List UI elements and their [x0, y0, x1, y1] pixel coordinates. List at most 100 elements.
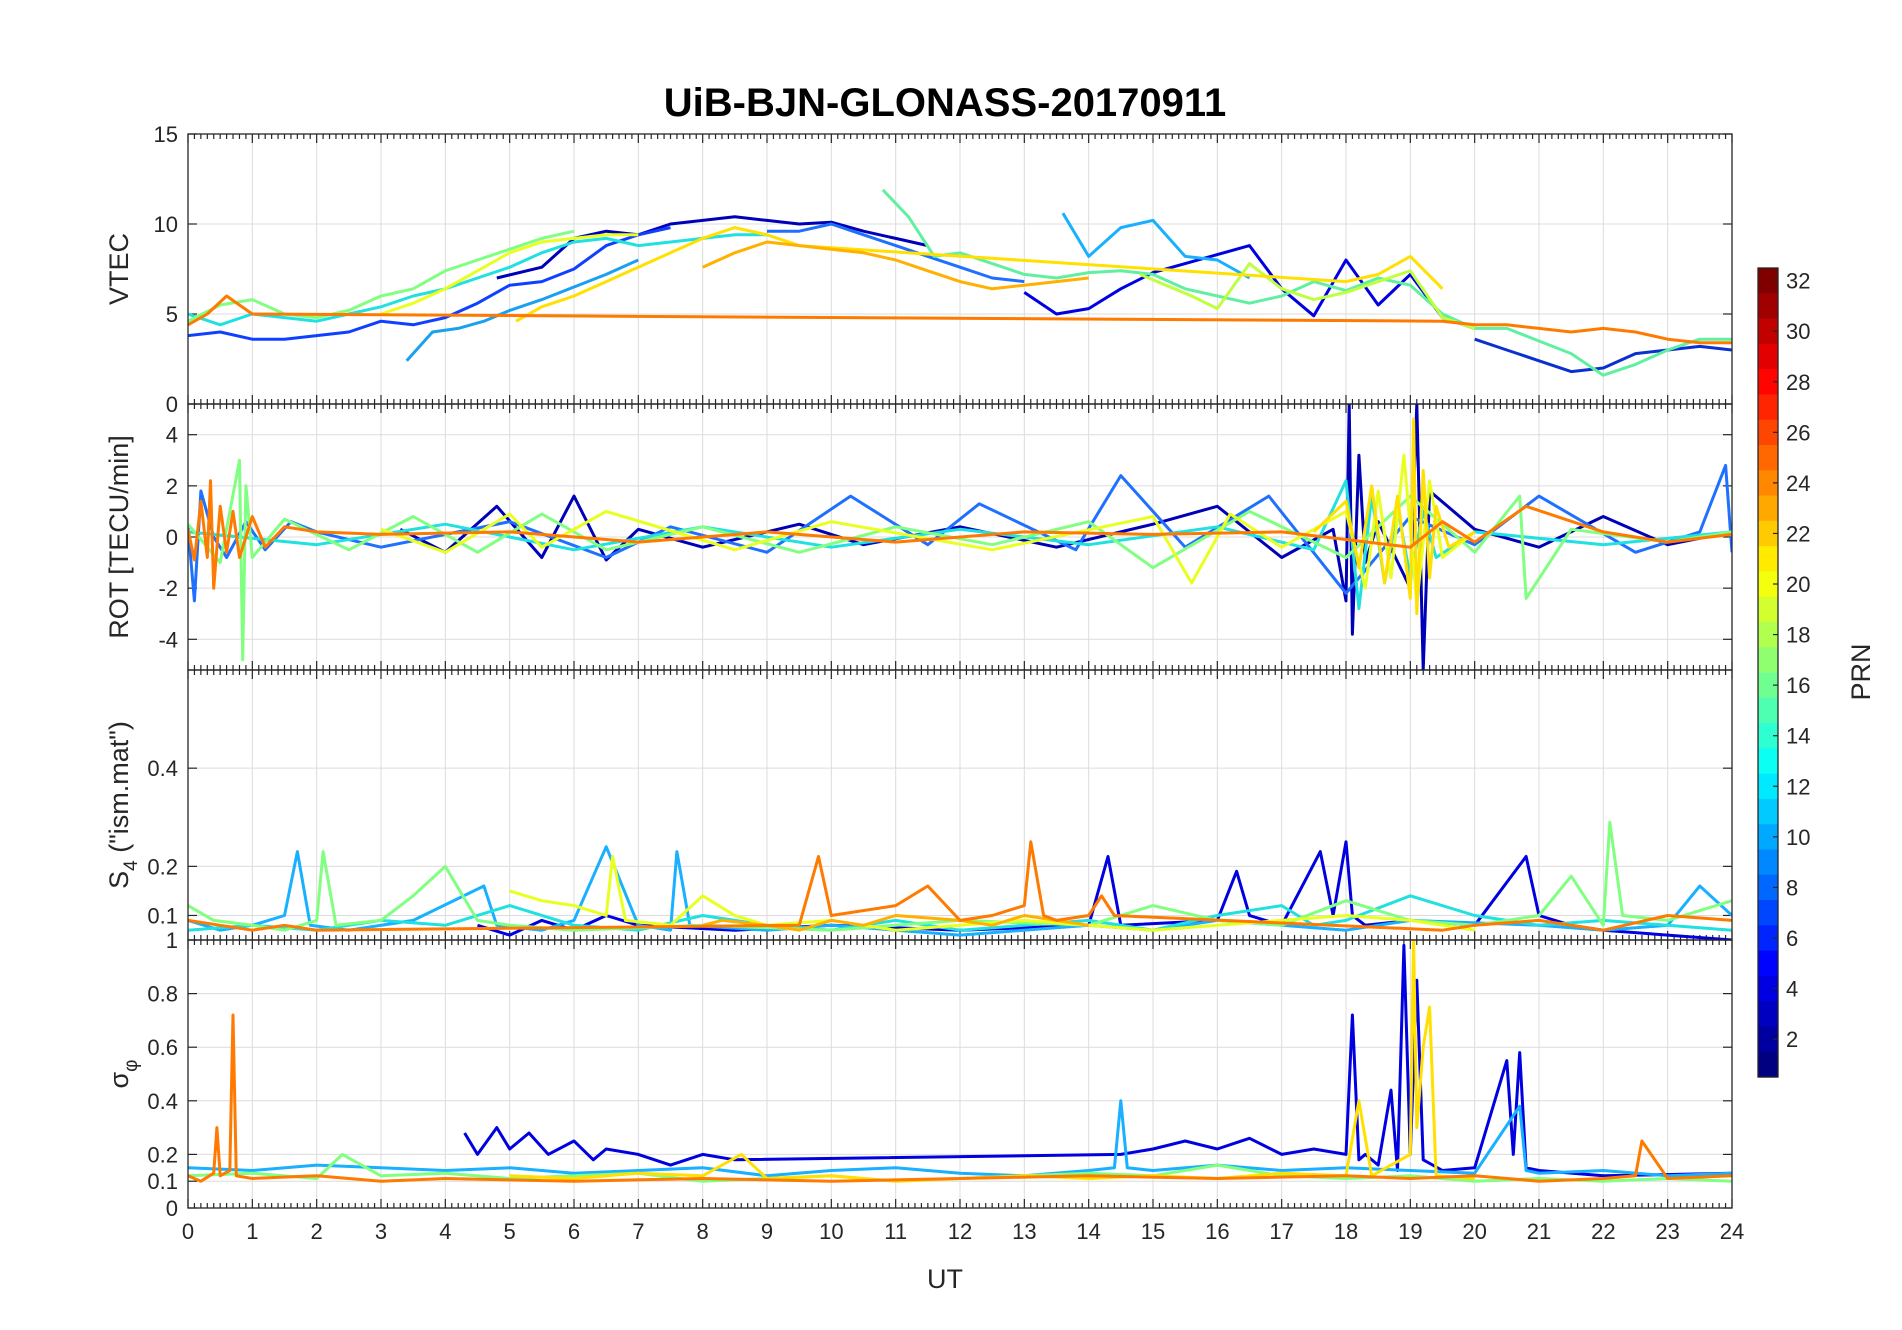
y-tick-label: 0.2 — [147, 1142, 178, 1167]
y-tick-label: 0.6 — [147, 1035, 178, 1060]
colorbar-swatch — [1758, 343, 1778, 370]
x-tick-label: 14 — [1076, 1219, 1100, 1244]
x-tick-label: 24 — [1720, 1219, 1744, 1244]
y-tick-label: 0.1 — [147, 903, 178, 928]
colorbar-swatch — [1758, 925, 1778, 952]
colorbar-tick-label: 28 — [1786, 370, 1810, 395]
x-tick-label: 12 — [948, 1219, 972, 1244]
colorbar-swatch — [1758, 1001, 1778, 1028]
colorbar-frame — [1757, 267, 1779, 1078]
series-line-prn-21 — [515, 226, 1444, 323]
series-line-prn-24 — [188, 1013, 1732, 1183]
colorbar-tick-label: 26 — [1786, 420, 1810, 445]
colorbar-tick-label: 2 — [1786, 1027, 1798, 1052]
colorbar-swatch — [1758, 798, 1778, 825]
x-tick-label: 15 — [1141, 1219, 1165, 1244]
x-tick-label: 13 — [1012, 1219, 1036, 1244]
y-axis-label: σφ — [104, 1060, 142, 1089]
series-line-prn-6 — [1474, 337, 1732, 374]
colorbar-tick-label: 6 — [1786, 926, 1798, 951]
colorbar-swatch — [1758, 369, 1778, 396]
series-line-prn-19 — [1139, 262, 1476, 330]
y-tick-label: 4 — [166, 423, 178, 448]
colorbar-swatch — [1758, 975, 1778, 1002]
y-tick-label: -2 — [158, 576, 178, 601]
x-tick-label: 10 — [819, 1219, 843, 1244]
colorbar-swatch — [1758, 647, 1778, 674]
x-tick-label: 0 — [182, 1219, 194, 1244]
y-axis-label: ROT [TECU/min] — [104, 435, 134, 639]
colorbar-swatch — [1758, 874, 1778, 901]
x-tick-label: 8 — [697, 1219, 709, 1244]
series-line-prn-8 — [767, 222, 1025, 284]
colorbar-swatch — [1758, 318, 1778, 345]
colorbar-tick-label: 20 — [1786, 572, 1810, 597]
series-line-prn-20 — [380, 453, 1476, 605]
x-tick-label: 17 — [1269, 1219, 1293, 1244]
colorbar-swatch — [1758, 268, 1778, 294]
y-tick-label: 0 — [166, 1196, 178, 1221]
colorbar-swatch — [1758, 546, 1778, 572]
y-tick-label: 10 — [154, 212, 178, 237]
y-tick-label: 0 — [166, 525, 178, 550]
x-tick-label: 9 — [761, 1219, 773, 1244]
y-tick-label: 1 — [166, 928, 178, 953]
y-tick-label: -4 — [158, 627, 178, 652]
colorbar-swatch — [1758, 293, 1778, 320]
colorbar-swatch — [1758, 444, 1778, 471]
series-line-prn-5 — [188, 226, 671, 341]
series-line-prn-3 — [463, 943, 1732, 1178]
x-tick-label: 18 — [1334, 1219, 1358, 1244]
colorbar-label: PRN — [1846, 643, 1876, 700]
colorbar-swatch — [1758, 571, 1778, 598]
panel-s4: 0.1 0.2 0.4S4 ("ism.mat") — [104, 669, 1733, 941]
chart-title: UiB-BJN-GLONASS-20170911 — [664, 81, 1226, 125]
series-line-prn-15 — [881, 188, 1732, 377]
x-tick-label: 7 — [632, 1219, 644, 1244]
y-tick-label: 5 — [166, 302, 178, 327]
colorbar-swatch — [1758, 773, 1778, 800]
y-axis-label: VTEC — [104, 233, 134, 305]
y-tick-label: 15 — [154, 122, 178, 147]
panel-sigma: 0 1 2 3 4 5 6 7 8 9 10 11 12 13 14 15 16 17 18 19 20 21 22 23 24… — [104, 928, 1744, 1244]
colorbar-swatch — [1758, 419, 1778, 446]
series-line-prn-24 — [188, 479, 1732, 590]
x-tick-label: 1 — [246, 1219, 258, 1244]
colorbar-tick-label: 24 — [1786, 471, 1810, 496]
series-line-prn-17 — [188, 820, 1732, 932]
colorbar-swatch — [1758, 394, 1778, 421]
y-tick-label: 2 — [166, 474, 178, 499]
series-line-prn-24 — [188, 840, 1732, 932]
panel-rot: -4 -2 0 2 4 ROT [TECU/min] — [104, 403, 1733, 671]
series-line-prn-17 — [188, 458, 1732, 662]
series-group — [188, 820, 1732, 940]
colorbar-tick-label: 30 — [1786, 319, 1810, 344]
series-line-prn-3 — [1023, 244, 1476, 330]
colorbar-tick-label: 18 — [1786, 623, 1810, 648]
series-line-prn-24 — [188, 294, 1732, 345]
series-line-prn-22 — [702, 240, 1089, 291]
series-line-prn-13 — [188, 894, 1732, 932]
colorbar-tick-label: 10 — [1786, 825, 1810, 850]
colorbar-swatch — [1758, 621, 1778, 648]
y-tick-label: 0.1 — [147, 1169, 178, 1194]
colorbar-tick-label: 12 — [1786, 774, 1810, 799]
series-group — [188, 940, 1732, 1183]
colorbar-swatch — [1758, 723, 1778, 749]
colorbar-swatch — [1758, 950, 1778, 977]
x-tick-label: 6 — [568, 1219, 580, 1244]
x-tick-label: 4 — [439, 1219, 451, 1244]
x-tick-label: 23 — [1655, 1219, 1679, 1244]
series-line-prn-11 — [1061, 212, 1251, 280]
panel-vtec: 0 5 10 15 VTEC — [104, 122, 1733, 417]
y-tick-label: 0.8 — [147, 982, 178, 1007]
series-line-prn-20 — [380, 233, 639, 316]
y-axis-label: S4 ("ism.mat") — [104, 721, 142, 889]
x-tick-label: 3 — [375, 1219, 387, 1244]
colorbar-swatch — [1758, 596, 1778, 623]
x-tick-label: 21 — [1527, 1219, 1551, 1244]
colorbar-tick-label: 22 — [1786, 521, 1810, 546]
